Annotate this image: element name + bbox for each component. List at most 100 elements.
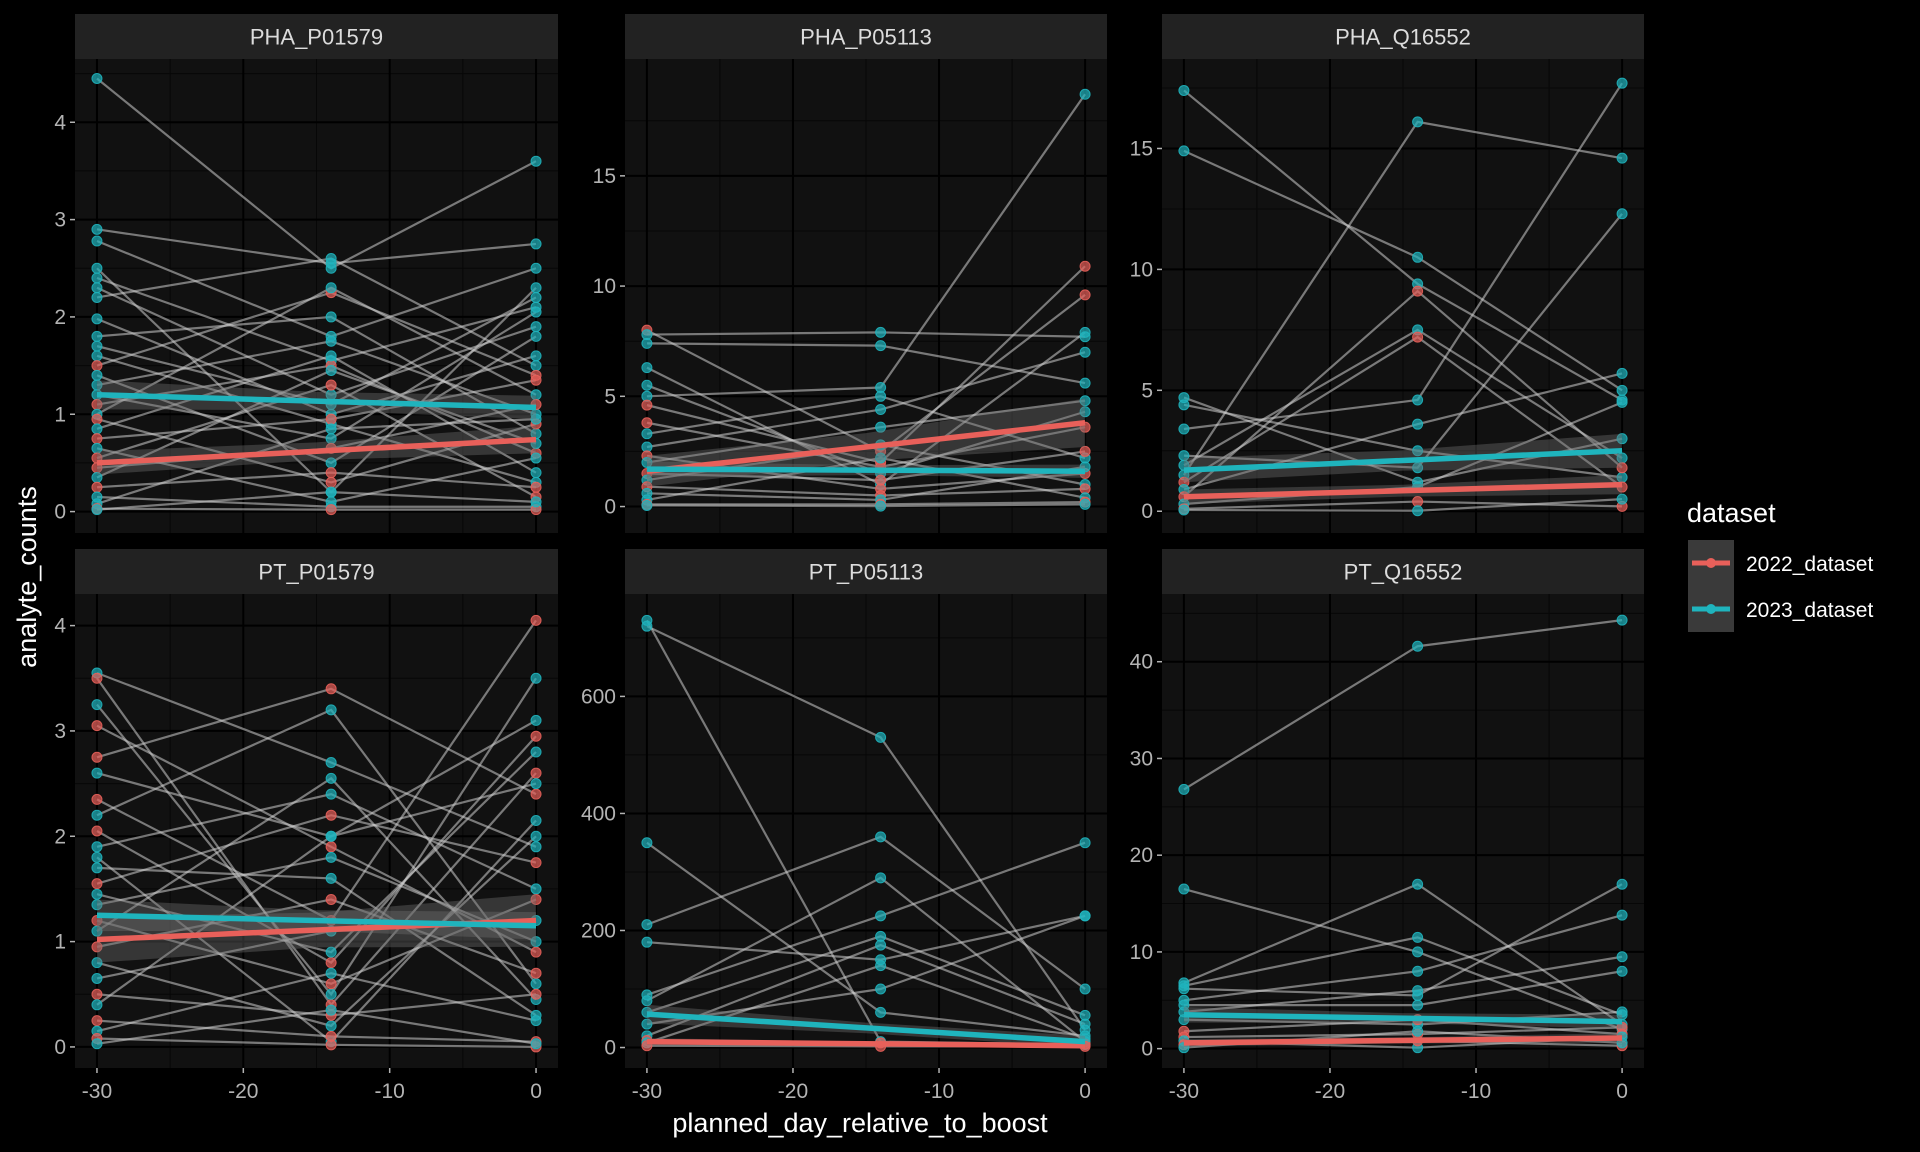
y-tick-label: 3 [54, 209, 66, 232]
x-tick-label: -30 [632, 1080, 662, 1103]
y-tick-label: 15 [593, 165, 616, 188]
y-tick-label: 10 [1130, 941, 1153, 964]
data-point [641, 499, 653, 511]
data-point [641, 936, 653, 948]
data-point [1079, 910, 1091, 922]
data-point [325, 504, 337, 516]
data-point [875, 831, 887, 843]
data-point [530, 1015, 542, 1027]
data-point [875, 390, 887, 402]
data-point [530, 155, 542, 167]
legend: dataset 2022_dataset 2023_dataset [1687, 498, 1873, 632]
data-point [325, 423, 337, 435]
strip-background [1162, 14, 1644, 59]
data-point [91, 360, 103, 372]
data-point [530, 841, 542, 853]
legend-title: dataset [1687, 498, 1776, 528]
data-point [91, 699, 103, 711]
data-point [325, 413, 337, 425]
data-point [91, 851, 103, 863]
y-tick-label: 3 [54, 720, 66, 743]
trend-line-2022_dataset [646, 1038, 1086, 1049]
data-point [325, 893, 337, 905]
data-point [875, 326, 887, 338]
data-point [91, 481, 103, 493]
data-point [325, 683, 337, 695]
data-point [530, 374, 542, 386]
panel-PHA_P01579: PHA_P01579 0 1 2 3 4 [54, 14, 558, 533]
data-point [91, 841, 103, 853]
data-point [875, 731, 887, 743]
strip-background [75, 14, 558, 59]
data-point [91, 720, 103, 732]
trend-line-2022_dataset [1183, 481, 1623, 500]
subject-line [96, 507, 537, 511]
data-point [1178, 399, 1190, 411]
data-point [91, 313, 103, 325]
data-point [325, 851, 337, 863]
data-point [530, 330, 542, 342]
data-point [1079, 983, 1091, 995]
data-point [1178, 145, 1190, 157]
data-point [530, 321, 542, 333]
panel-PHA_Q16552: PHA_Q16552 0 5 10 15 [1130, 14, 1644, 533]
data-point [875, 452, 887, 464]
data-point [641, 337, 653, 349]
data-point [1412, 1025, 1424, 1037]
trend-line-2023_dataset [1183, 448, 1623, 473]
data-point [875, 910, 887, 922]
y-tick-label: 0 [1141, 500, 1153, 523]
facet-panels: PHA_P0157901234PHA_P05113051015PHA_Q1655… [54, 14, 1644, 1103]
data-point [1178, 423, 1190, 435]
data-point [325, 1020, 337, 1032]
data-point [530, 778, 542, 790]
data-point [325, 946, 337, 958]
data-point [875, 872, 887, 884]
data-point [530, 714, 542, 726]
y-tick-label: 0 [54, 1036, 66, 1059]
data-point [641, 837, 653, 849]
data-point [1616, 433, 1628, 445]
data-point [530, 730, 542, 742]
data-point [530, 238, 542, 250]
data-point [641, 399, 653, 411]
trend-line-2022_dataset [646, 420, 1086, 475]
data-point [530, 936, 542, 948]
data-point [641, 362, 653, 374]
data-point [1616, 462, 1628, 474]
data-point [91, 878, 103, 890]
data-point [530, 452, 542, 464]
strip-label: PHA_P01579 [250, 25, 383, 50]
data-point [91, 793, 103, 805]
data-point [530, 413, 542, 425]
data-point [91, 433, 103, 445]
data-point [1616, 367, 1628, 379]
data-point [325, 772, 337, 784]
data-point [325, 809, 337, 821]
data-point [530, 978, 542, 990]
y-tick-label: 5 [604, 385, 616, 408]
data-point [1616, 152, 1628, 164]
data-point [1412, 331, 1424, 343]
data-point [325, 841, 337, 853]
data-point [1412, 985, 1424, 997]
data-point [1079, 395, 1091, 407]
data-point [641, 379, 653, 391]
data-point [91, 862, 103, 874]
y-tick-label: 200 [581, 919, 616, 942]
data-point [91, 223, 103, 235]
data-point [875, 1006, 887, 1018]
strip-background [625, 14, 1107, 59]
data-point [91, 941, 103, 953]
data-point [1616, 396, 1628, 408]
data-point [1616, 614, 1628, 626]
data-point [641, 417, 653, 429]
data-point [1412, 965, 1424, 977]
x-tick-label: -20 [778, 1080, 808, 1103]
data-point [325, 379, 337, 391]
data-point [1616, 208, 1628, 220]
data-point [875, 421, 887, 433]
data-point [91, 957, 103, 969]
data-point [91, 925, 103, 937]
y-tick-label: 0 [604, 496, 616, 519]
